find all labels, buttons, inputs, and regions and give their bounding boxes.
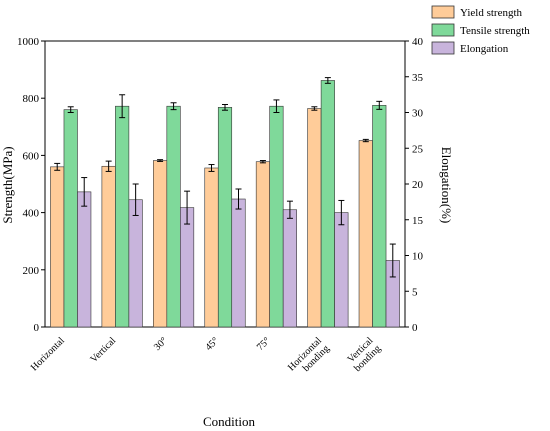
bar	[334, 212, 349, 328]
bar	[269, 105, 284, 328]
legend-swatch	[431, 41, 455, 55]
bar	[50, 166, 65, 328]
bar	[115, 105, 130, 328]
y-right-tick-label: 25	[412, 143, 424, 155]
bar	[204, 167, 219, 328]
x-tick-label-line: 45°	[203, 335, 221, 353]
y-right-tick-label: 15	[412, 215, 424, 227]
legend-swatch	[431, 5, 455, 19]
bar	[63, 109, 78, 328]
x-tick-label: Horizontalbonding	[286, 335, 332, 381]
y-axis-left-title: Strength(MPa)	[0, 146, 15, 223]
x-tick-label-line: Vertical	[88, 335, 118, 365]
bar	[372, 105, 387, 328]
x-tick-label: Vertical	[88, 335, 118, 365]
bar	[101, 165, 116, 328]
bar	[128, 199, 143, 328]
x-tick-label: Verticalbonding	[344, 335, 383, 374]
y-right-tick-label: 20	[412, 179, 424, 191]
y-left-tick-label: 1000	[17, 36, 40, 48]
legend-swatch	[431, 23, 455, 37]
y-left-tick-label: 800	[23, 93, 40, 105]
bar	[320, 80, 335, 328]
y-right-tick-label: 0	[412, 322, 418, 334]
y-left-tick-label: 400	[23, 208, 40, 220]
y-left-tick-label: 600	[23, 150, 40, 162]
y-left-tick-label: 200	[23, 265, 40, 277]
x-tick-label: 45°	[203, 335, 221, 353]
x-tick-label-line: Horizontal	[29, 335, 67, 373]
legend-label: Tensile strength	[460, 25, 530, 37]
y-axis-right-title: Elongation(%)	[439, 147, 454, 224]
bar	[358, 140, 373, 328]
legend-label: Elongation	[460, 43, 509, 55]
x-tick-label: 30°	[152, 335, 170, 353]
bar	[231, 198, 246, 328]
y-right-tick-label: 40	[412, 36, 424, 48]
bar	[166, 105, 181, 328]
legend-label: Yield strength	[460, 7, 523, 19]
y-left-tick-label: 0	[34, 322, 40, 334]
x-axis-title: Condition	[203, 414, 256, 429]
bar	[255, 161, 270, 328]
bar	[217, 107, 233, 328]
y-right-tick-label: 30	[412, 108, 424, 120]
x-tick-label-line: 30°	[152, 335, 170, 353]
y-right-tick-label: 5	[412, 286, 418, 298]
x-tick-label: Horizontal	[29, 335, 67, 373]
legend: Yield strength Tensile strength Elongation	[431, 5, 530, 55]
bar	[153, 160, 168, 328]
bar	[282, 209, 297, 328]
x-tick-label-line: 75°	[255, 335, 273, 353]
bars-layer	[50, 77, 400, 328]
bar	[307, 108, 322, 328]
y-right-tick-label: 10	[412, 251, 424, 263]
bar	[77, 191, 92, 328]
y-right-tick-label: 35	[412, 72, 424, 84]
bar	[180, 207, 195, 328]
x-tick-label: 75°	[255, 335, 273, 353]
